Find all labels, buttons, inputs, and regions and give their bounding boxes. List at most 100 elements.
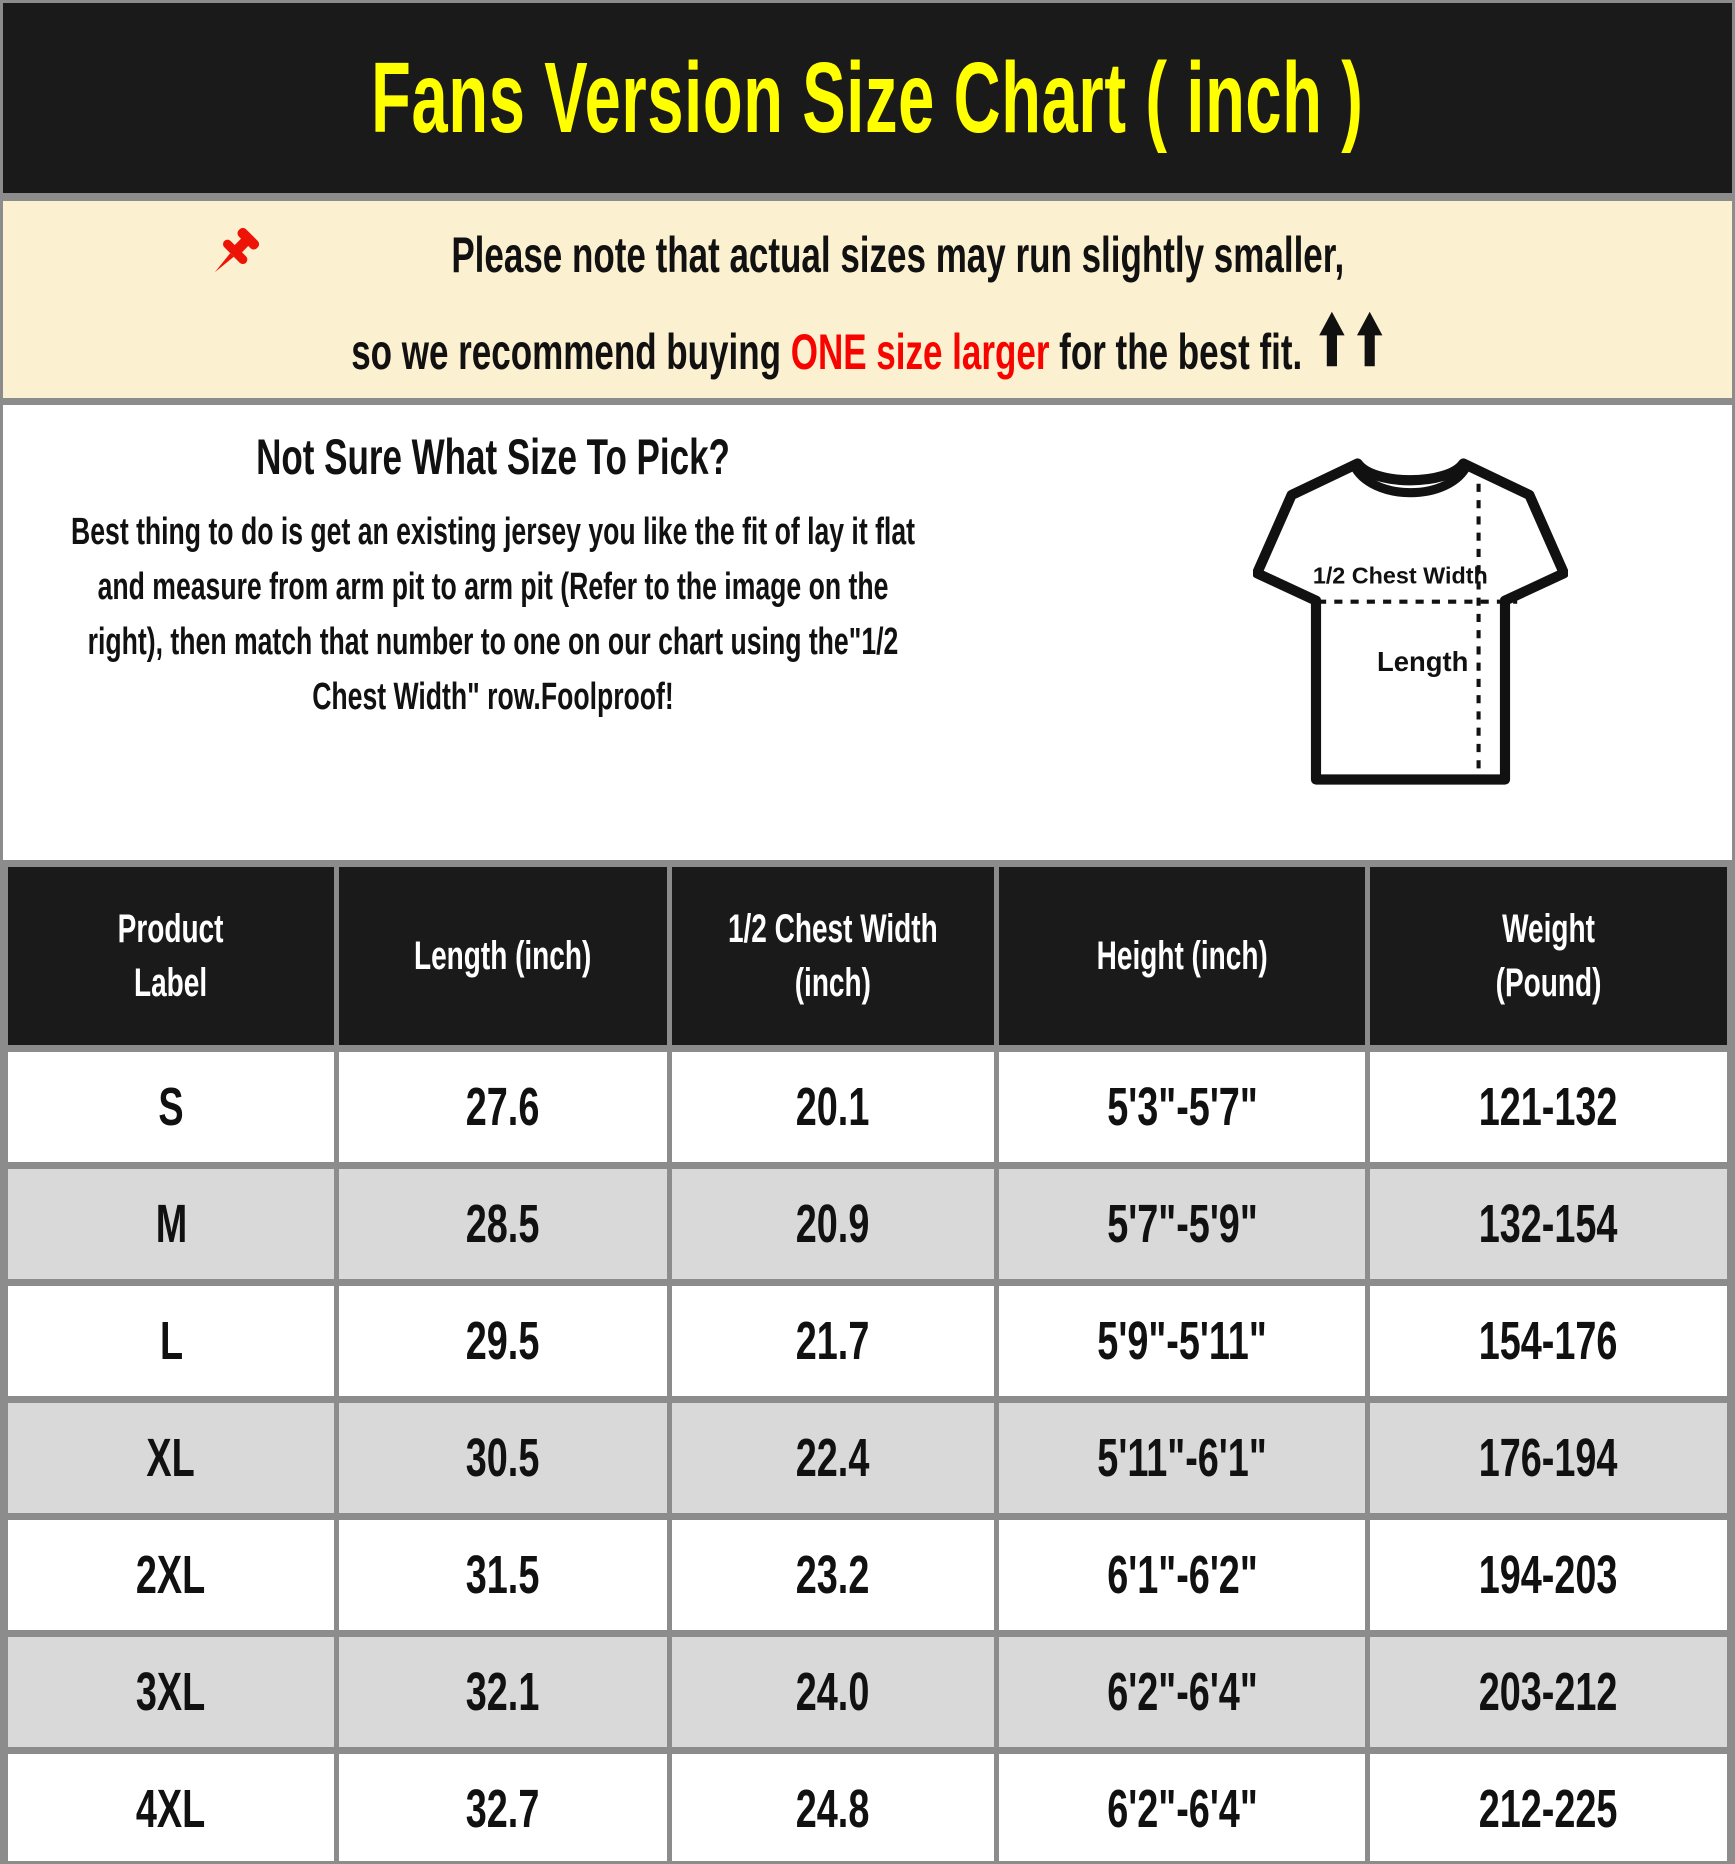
cell-value: 32.7 (466, 1779, 540, 1839)
cell-value: L (159, 1311, 183, 1371)
cell-value: 30.5 (466, 1428, 540, 1488)
table-row: 3XL 32.1 24.0 6'2"-6'4" 203-212 (3, 1630, 1732, 1754)
cell-value: 24.8 (796, 1779, 870, 1839)
table-row: S 27.6 20.1 5'3"-5'7" 121-132 (3, 1045, 1732, 1169)
cell-length: 31.5 (334, 1513, 672, 1637)
cell-product-label: S (3, 1045, 339, 1169)
table-row: M 28.5 20.9 5'7"-5'9" 132-154 (3, 1162, 1732, 1286)
table-row: XL 30.5 22.4 5'11"-6'1" 176-194 (3, 1396, 1732, 1520)
header-label: Product Label (118, 907, 224, 1005)
note-line-2-text: so we recommend buying ONE size larger f… (351, 311, 1383, 380)
cell-weight: 121-132 (1364, 1045, 1732, 1169)
header-label: 1/2 Chest Width (inch) (728, 907, 938, 1005)
cell-value: 32.1 (466, 1662, 540, 1722)
cell-chest-width: 24.8 (666, 1747, 1000, 1861)
guide-heading: Not Sure What Size To Pick? (256, 429, 730, 485)
cell-value: 20.9 (796, 1194, 870, 1254)
cell-product-label: 3XL (3, 1630, 339, 1754)
cell-weight: 212-225 (1364, 1747, 1732, 1861)
cell-value: 27.6 (466, 1077, 540, 1137)
cell-value: 5'7"-5'9" (1106, 1194, 1258, 1254)
cell-length: 32.1 (334, 1630, 672, 1754)
header-product-label: Product Label (3, 860, 339, 1052)
note-line-1: Please note that actual sizes may run sl… (200, 223, 1536, 287)
cell-height: 5'3"-5'7" (994, 1045, 1370, 1169)
page-title: Fans Version Size Chart ( inch ) (371, 42, 1364, 154)
cell-height: 5'11"-6'1" (994, 1396, 1370, 1520)
cell-value: 2XL (136, 1545, 206, 1605)
guide-text-block: Not Sure What Size To Pick? Best thing t… (3, 427, 983, 725)
cell-value: 24.0 (796, 1662, 870, 1722)
note-line-1-text: Please note that actual sizes may run sl… (451, 226, 1344, 283)
cell-value: 31.5 (466, 1545, 540, 1605)
size-highlight: ONE size larger (790, 323, 1050, 380)
note-text-suffix: for the best fit. (1049, 323, 1303, 380)
cell-length: 29.5 (334, 1279, 672, 1403)
cell-value: 154-176 (1479, 1311, 1618, 1371)
table-header-row: Product Label Length (inch) 1/2 Chest Wi… (3, 860, 1732, 1052)
cell-height: 6'2"-6'4" (994, 1747, 1370, 1861)
cell-value: XL (146, 1428, 196, 1488)
cell-length: 32.7 (334, 1747, 672, 1861)
table-row: L 29.5 21.7 5'9"-5'11" 154-176 (3, 1279, 1732, 1403)
note-text-prefix: so we recommend buying (351, 323, 791, 380)
cell-value: 5'11"-6'1" (1097, 1428, 1267, 1488)
cell-value: 5'9"-5'11" (1097, 1311, 1267, 1371)
cell-value: S (158, 1077, 184, 1137)
pushpin-icon (214, 227, 259, 272)
cell-height: 5'9"-5'11" (994, 1279, 1370, 1403)
cell-length: 27.6 (334, 1045, 672, 1169)
tshirt-diagram: 1/2 Chest Width Length (1251, 447, 1570, 797)
header-chest-width: 1/2 Chest Width (inch) (666, 860, 1000, 1052)
cell-product-label: M (3, 1162, 339, 1286)
cell-value: 3XL (136, 1662, 206, 1722)
header-height: Height (inch) (994, 860, 1370, 1052)
size-table: Product Label Length (inch) 1/2 Chest Wi… (3, 860, 1732, 1861)
cell-weight: 203-212 (1364, 1630, 1732, 1754)
cell-product-label: 4XL (3, 1747, 339, 1861)
cell-length: 28.5 (334, 1162, 672, 1286)
cell-height: 5'7"-5'9" (994, 1162, 1370, 1286)
cell-height: 6'2"-6'4" (994, 1630, 1370, 1754)
cell-value: 6'2"-6'4" (1106, 1662, 1258, 1722)
header-label: Length (inch) (414, 934, 592, 978)
cell-value: M (155, 1194, 187, 1254)
size-table-container: Product Label Length (inch) 1/2 Chest Wi… (3, 860, 1732, 1861)
cell-value: 21.7 (796, 1311, 870, 1371)
up-arrow-icon (1319, 311, 1345, 366)
cell-value: 212-225 (1479, 1779, 1618, 1839)
cell-value: 121-132 (1479, 1077, 1618, 1137)
cell-value: 132-154 (1479, 1194, 1618, 1254)
cell-value: 28.5 (466, 1194, 540, 1254)
cell-weight: 176-194 (1364, 1396, 1732, 1520)
cell-chest-width: 21.7 (666, 1279, 1000, 1403)
cell-value: 194-203 (1479, 1545, 1618, 1605)
header-label: Weight (Pound) (1495, 907, 1602, 1005)
cell-value: 23.2 (796, 1545, 870, 1605)
header-label: Height (inch) (1096, 934, 1268, 978)
cell-value: 6'1"-6'2" (1106, 1545, 1258, 1605)
tshirt-icon: 1/2 Chest Width Length (1251, 458, 1570, 785)
table-row: 4XL 32.7 24.8 6'2"-6'4" 212-225 (3, 1747, 1732, 1861)
header-weight: Weight (Pound) (1364, 860, 1732, 1052)
guide-body: Best thing to do is get an existing jers… (71, 511, 915, 719)
cell-value: 6'2"-6'4" (1106, 1779, 1258, 1839)
cell-chest-width: 20.9 (666, 1162, 1000, 1286)
cell-chest-width: 20.1 (666, 1045, 1000, 1169)
cell-height: 6'1"-6'2" (994, 1513, 1370, 1637)
note-banner: Please note that actual sizes may run sl… (3, 193, 1732, 405)
title-bar: Fans Version Size Chart ( inch ) (3, 3, 1732, 193)
guide-section: Not Sure What Size To Pick? Best thing t… (3, 405, 1732, 860)
cell-chest-width: 22.4 (666, 1396, 1000, 1520)
cell-length: 30.5 (334, 1396, 672, 1520)
cell-value: 5'3"-5'7" (1106, 1077, 1258, 1137)
cell-value: 22.4 (796, 1428, 870, 1488)
cell-product-label: L (3, 1279, 339, 1403)
cell-weight: 194-203 (1364, 1513, 1732, 1637)
cell-product-label: XL (3, 1396, 339, 1520)
cell-value: 203-212 (1479, 1662, 1618, 1722)
chest-width-label: 1/2 Chest Width (1313, 562, 1488, 588)
up-arrow-icon (1356, 311, 1383, 366)
length-label: Length (1377, 646, 1468, 677)
cell-product-label: 2XL (3, 1513, 339, 1637)
